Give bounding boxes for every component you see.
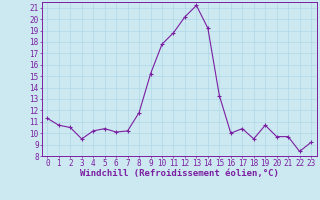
X-axis label: Windchill (Refroidissement éolien,°C): Windchill (Refroidissement éolien,°C)	[80, 169, 279, 178]
